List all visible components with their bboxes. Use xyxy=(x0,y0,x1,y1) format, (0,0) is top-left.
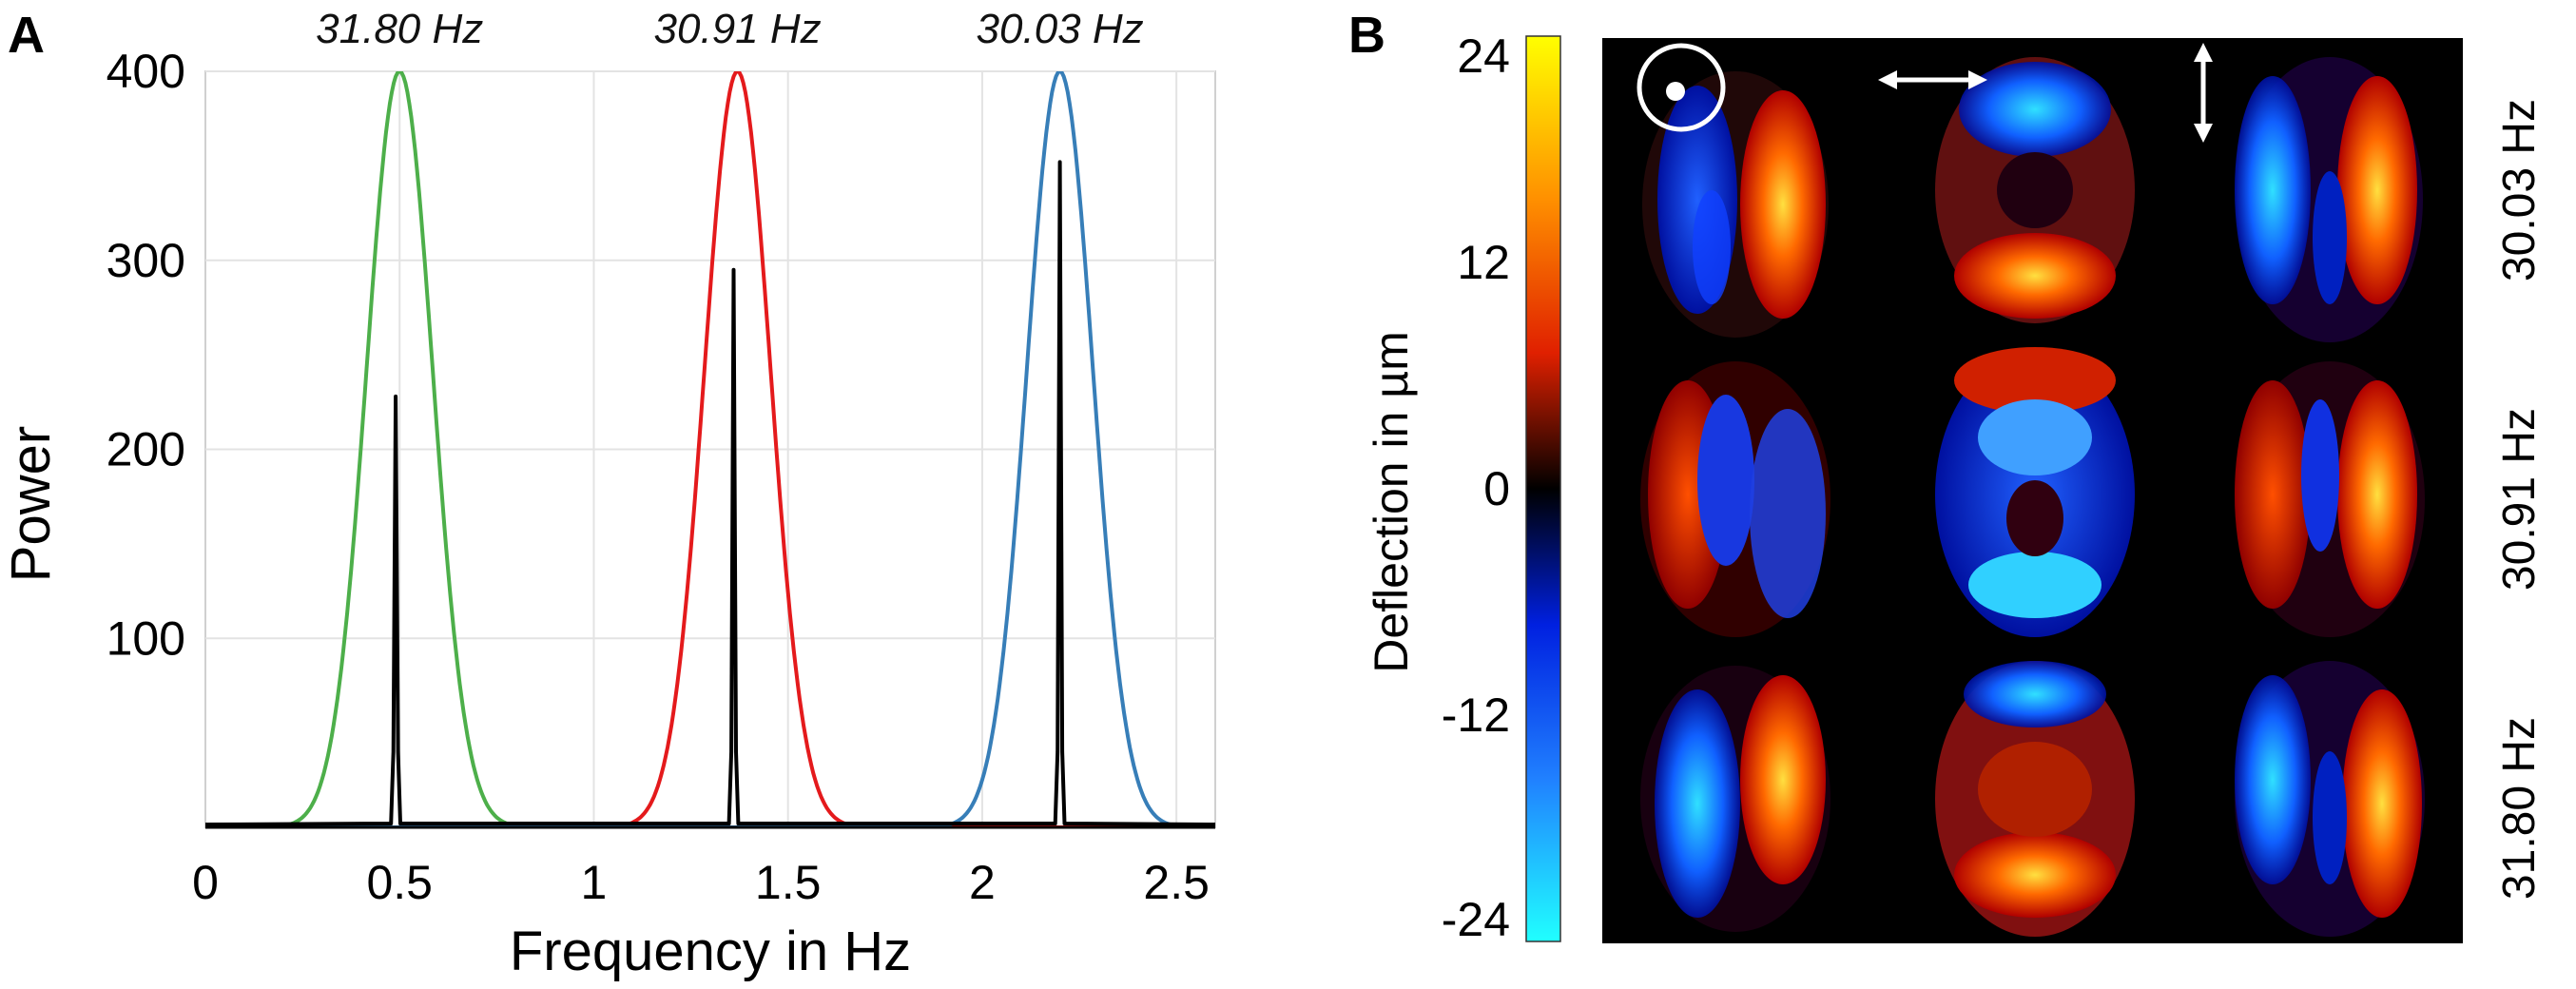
colorbar-tick-label: 12 xyxy=(1457,236,1510,289)
map-r2-c3 xyxy=(2235,361,2425,637)
peak-labels: 31.80 Hz 30.91 Hz 30.03 Hz xyxy=(316,6,1143,52)
x-tick-label: 0.5 xyxy=(366,856,433,909)
y-tick-label: 400 xyxy=(107,45,185,98)
left-right-arrow-icon xyxy=(1878,70,1987,89)
x-axis-label: Frequency in Hz xyxy=(510,921,911,982)
colorbar-tick-label: 24 xyxy=(1457,29,1510,83)
map-r3-c1 xyxy=(1640,666,1830,932)
peak-label: 30.91 Hz xyxy=(654,6,822,52)
map-r2-c1 xyxy=(1640,361,1830,637)
y-axis-label: Power xyxy=(0,426,62,582)
colorbar-ticks: 24 12 0 -12 -24 xyxy=(1442,29,1510,946)
row-label-1: 30.03 Hz xyxy=(2494,99,2545,281)
colorbar-tick-label: 0 xyxy=(1483,462,1510,515)
map-r3-c3 xyxy=(2235,661,2425,937)
peak-label: 31.80 Hz xyxy=(316,6,483,52)
y-tick-label: 200 xyxy=(107,423,185,476)
x-tick-label: 1.5 xyxy=(755,856,822,909)
x-tick-label: 0 xyxy=(192,856,219,909)
map-r2-c2 xyxy=(1935,347,2135,637)
row-label-3: 31.80 Hz xyxy=(2494,717,2545,900)
x-tick-label: 1 xyxy=(581,856,608,909)
map-r1-c3 xyxy=(2235,57,2423,342)
series-line-0 xyxy=(205,71,1215,827)
panel-a-label: A xyxy=(8,7,45,64)
map-r1-c2 xyxy=(1935,57,2135,323)
up-down-arrow-icon xyxy=(2194,43,2213,143)
series-group xyxy=(205,71,1215,827)
colorbar xyxy=(1525,35,1561,942)
y-axis-ticks: 100 200 300 400 xyxy=(107,45,185,665)
y-tick-label: 300 xyxy=(107,234,185,287)
colorbar-label: Deflection in µm xyxy=(1365,331,1418,673)
colorbar-tick-label: -12 xyxy=(1442,688,1510,742)
y-tick-label: 100 xyxy=(107,611,185,665)
out-of-plane-icon xyxy=(1637,43,1726,132)
x-tick-label: 2 xyxy=(969,856,996,909)
series-line-1 xyxy=(205,71,1215,827)
deflection-maps xyxy=(1602,38,2463,943)
series-spectrum xyxy=(205,160,1215,827)
series-line-2 xyxy=(205,71,1215,827)
x-axis-ticks: 0 0.5 1 1.5 2 2.5 xyxy=(192,856,1210,909)
colorbar-tick-label: -24 xyxy=(1442,893,1510,946)
chart-plot-area: 0 0.5 1 1.5 2 2.5 100 200 300 400 31.80 Hz 30.91 … xyxy=(107,6,1216,909)
row-label-2: 30.91 Hz xyxy=(2494,408,2545,591)
x-tick-label: 2.5 xyxy=(1143,856,1210,909)
map-r1-c1 xyxy=(1642,71,1829,338)
panel-b-label: B xyxy=(1348,7,1385,64)
peak-label: 30.03 Hz xyxy=(977,6,1144,52)
map-r3-c2 xyxy=(1935,661,2135,937)
